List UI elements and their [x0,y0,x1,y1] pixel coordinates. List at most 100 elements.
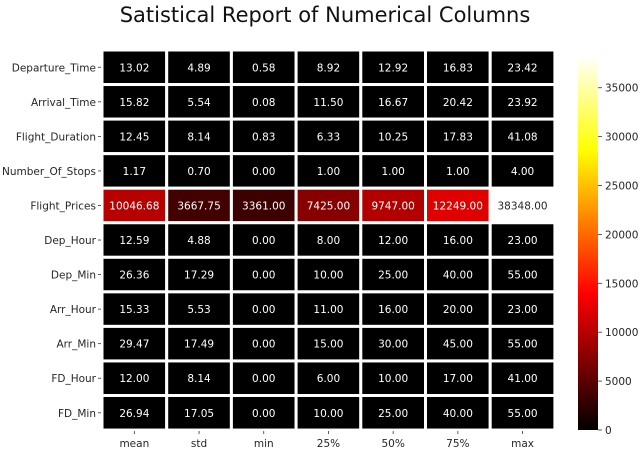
chart-title: Satistical Report of Numerical Columns [120,3,531,27]
cell-value-label: 17.49 [184,339,214,351]
heatmap-cell [359,324,427,363]
cell-value-label: 25.00 [378,408,408,420]
cell-value-label: 9747.00 [371,200,414,212]
cell-value-label: 29.47 [119,339,149,351]
cell-value-label: 0.00 [252,373,275,385]
cell-value-label: 4.88 [187,235,210,247]
heatmap-cell [294,255,363,294]
y-tick-label: Arrival_Time [31,97,96,109]
cell-value-label: 23.42 [508,62,538,74]
y-tick-label: Departure_Time [12,62,96,74]
cell-value-label: 6.00 [317,373,340,385]
x-tick-label: std [191,438,207,450]
y-tick-label: Dep_Hour [44,235,96,247]
cell-value-label: 23.00 [508,304,538,316]
colorbar-tick-label: 15000 [605,278,638,290]
colorbar-tick-label: 35000 [605,83,638,95]
cell-value-label: 55.00 [508,408,538,420]
heatmap-cell [165,152,233,190]
colorbar-tick-label: 30000 [605,132,638,144]
cell-value-label: 40.00 [443,270,473,282]
cell-value-label: 11.50 [313,97,343,109]
colorbar [578,55,598,430]
y-tick-label: Arr_Hour [50,304,97,316]
cell-value-label: 0.00 [252,235,275,247]
cell-value-label: 17.00 [443,373,473,385]
cell-value-label: 10.00 [378,373,408,385]
cell-value-label: 25.00 [378,270,408,282]
cell-value-label: 20.00 [443,304,473,316]
cell-value-label: 12249.00 [433,200,483,212]
cell-value-label: 0.00 [252,408,275,420]
cell-value-label: 10.25 [378,131,408,143]
cell-value-label: 3361.00 [242,200,285,212]
x-tick-label: max [511,438,534,450]
colorbar-tick-label: 5000 [605,376,632,388]
heatmap-cell [424,255,492,294]
heatmap-cell [229,359,298,398]
y-tick-label: Arr_Min [56,339,96,351]
heatmap-cell [424,359,492,398]
x-tick-label: mean [119,438,149,450]
cell-value-label: 4.00 [511,166,534,178]
colorbar-tick-label: 10000 [605,327,638,339]
heatmap-cell [359,290,427,328]
cell-value-label: 7425.00 [307,200,350,212]
heatmap-cell [229,324,298,363]
cell-value-label: 1.00 [317,166,340,178]
cell-value-label: 26.94 [119,408,149,420]
cell-value-label: 16.83 [443,62,473,74]
cell-value-label: 0.00 [252,339,275,351]
cell-value-label: 12.45 [119,131,149,143]
cell-value-label: 5.53 [187,304,210,316]
cell-value-label: 12.00 [119,373,149,385]
heatmap-cell [229,83,298,121]
heatmap-cell [359,359,427,398]
cell-value-label: 5.54 [187,97,211,109]
cell-value-label: 12.59 [119,235,149,247]
x-tick-label: 75% [446,438,469,450]
y-tick-label: Number_Of_Stops [2,166,96,178]
heatmap-cell [229,117,298,156]
heatmap-cell [100,83,169,121]
cell-value-label: 10046.68 [109,200,159,212]
cell-value-label: 30.00 [378,339,408,351]
colorbar-tick-label: 25000 [605,181,638,193]
cell-value-label: 55.00 [508,270,538,282]
cell-value-label: 55.00 [508,339,538,351]
heatmap-cell [488,394,557,432]
cell-value-label: 16.00 [378,304,408,316]
cell-value-label: 23.00 [508,235,538,247]
cell-value-label: 17.05 [184,408,214,420]
cell-value-label: 8.14 [187,131,211,143]
cell-value-label: 13.02 [119,62,149,74]
y-tick-label: Dep_Min [51,270,96,282]
cell-value-label: 26.36 [119,270,149,282]
y-tick-label: Flight_Prices [30,200,96,212]
cell-value-label: 1.00 [381,166,404,178]
colorbar-tick-label: 20000 [605,229,638,241]
cell-value-label: 0.00 [252,304,275,316]
cell-value-label: 41.08 [508,131,538,143]
heatmap-cell [100,359,169,398]
heatmap-cell [165,394,233,432]
cell-value-label: 15.82 [119,97,149,109]
y-tick-label: Flight_Duration [16,131,96,143]
cell-value-label: 4.89 [187,62,210,74]
cell-value-label: 40.00 [443,408,473,420]
x-tick-label: min [254,438,274,450]
cell-value-label: 11.00 [313,304,343,316]
cell-value-label: 10.00 [313,270,343,282]
cell-value-label: 0.00 [252,166,275,178]
cell-value-label: 41.00 [508,373,538,385]
heatmap-cell [100,221,169,259]
cell-value-label: 12.92 [378,62,408,74]
x-tick-label: 25% [317,438,340,450]
cell-value-label: 16.67 [378,97,408,109]
cell-value-label: 8.92 [317,62,340,74]
heatmap-cell [359,117,427,156]
cell-value-label: 45.00 [443,339,473,351]
cell-value-label: 12.00 [378,235,408,247]
heatmap-cell [165,290,233,328]
